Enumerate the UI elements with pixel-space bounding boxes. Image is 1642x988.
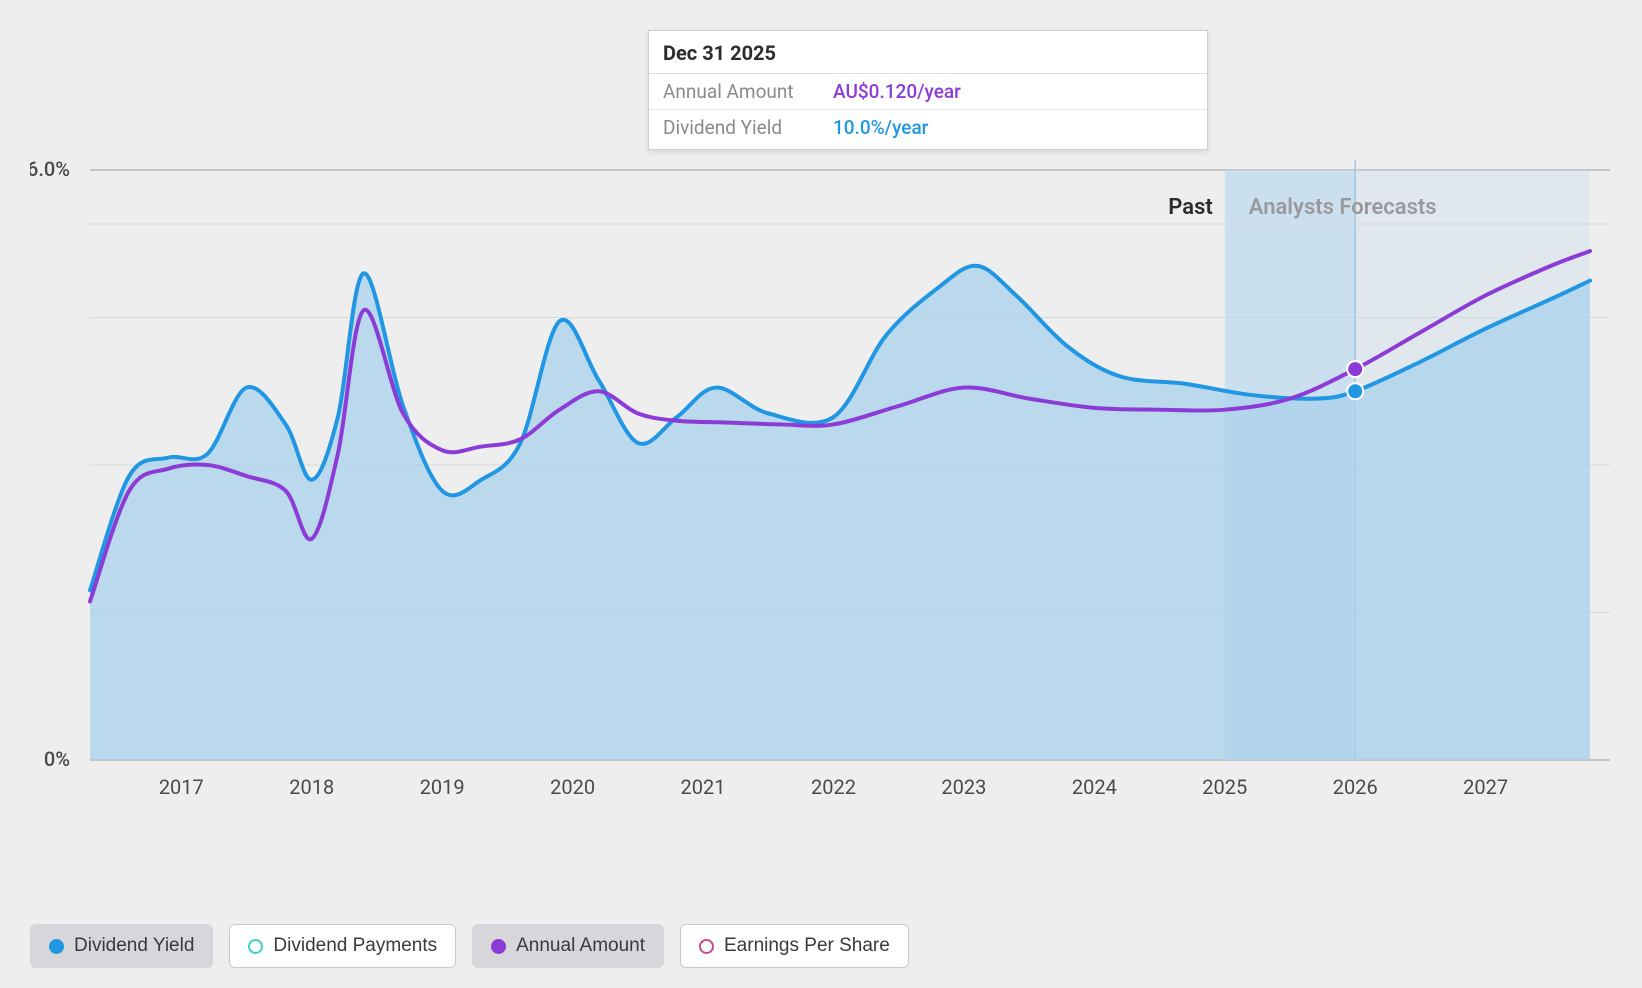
svg-text:2023: 2023	[941, 775, 986, 799]
svg-text:2027: 2027	[1463, 775, 1508, 799]
tooltip-row-label: Annual Amount	[663, 80, 833, 103]
svg-text:Past: Past	[1168, 195, 1213, 220]
svg-text:Analysts Forecasts: Analysts Forecasts	[1249, 195, 1437, 220]
tooltip-row-value: AU$0.120/year	[833, 80, 961, 103]
svg-text:2018: 2018	[289, 775, 334, 799]
tooltip-row-value: 10.0%/year	[833, 116, 928, 139]
tooltip-row-label: Dividend Yield	[663, 116, 833, 139]
svg-text:2022: 2022	[811, 775, 856, 799]
svg-text:2025: 2025	[1202, 775, 1247, 799]
legend-label: Earnings Per Share	[724, 935, 890, 957]
svg-text:2024: 2024	[1072, 775, 1117, 799]
legend-label: Dividend Payments	[273, 935, 437, 957]
tooltip-row: Annual AmountAU$0.120/year	[649, 74, 1207, 110]
legend-toggle-dividend-yield[interactable]: Dividend Yield	[30, 924, 213, 968]
svg-text:16.0%: 16.0%	[30, 157, 70, 181]
svg-text:2017: 2017	[159, 775, 204, 799]
legend-toggle-earnings-per-share[interactable]: Earnings Per Share	[680, 924, 909, 968]
dividend-yield-marker-icon	[49, 939, 64, 954]
legend-bar: Dividend Yield Dividend Payments Annual Am…	[30, 924, 909, 968]
legend-label: Annual Amount	[516, 935, 645, 957]
svg-text:2019: 2019	[420, 775, 465, 799]
legend-toggle-dividend-payments[interactable]: Dividend Payments	[229, 924, 456, 968]
earnings-per-share-marker-icon	[699, 939, 714, 954]
legend-label: Dividend Yield	[74, 935, 194, 957]
annual-amount-marker-icon	[491, 939, 506, 954]
svg-text:2026: 2026	[1333, 775, 1378, 799]
legend-toggle-annual-amount[interactable]: Annual Amount	[472, 924, 664, 968]
dividend-payments-marker-icon	[248, 939, 263, 954]
chart-tooltip: Dec 31 2025 Annual AmountAU$0.120/yearDi…	[648, 30, 1208, 150]
tooltip-row: Dividend Yield10.0%/year	[649, 110, 1207, 149]
svg-text:2021: 2021	[681, 775, 726, 799]
svg-text:0%: 0%	[44, 747, 70, 771]
tooltip-date: Dec 31 2025	[649, 31, 1207, 74]
svg-text:2020: 2020	[550, 775, 595, 799]
